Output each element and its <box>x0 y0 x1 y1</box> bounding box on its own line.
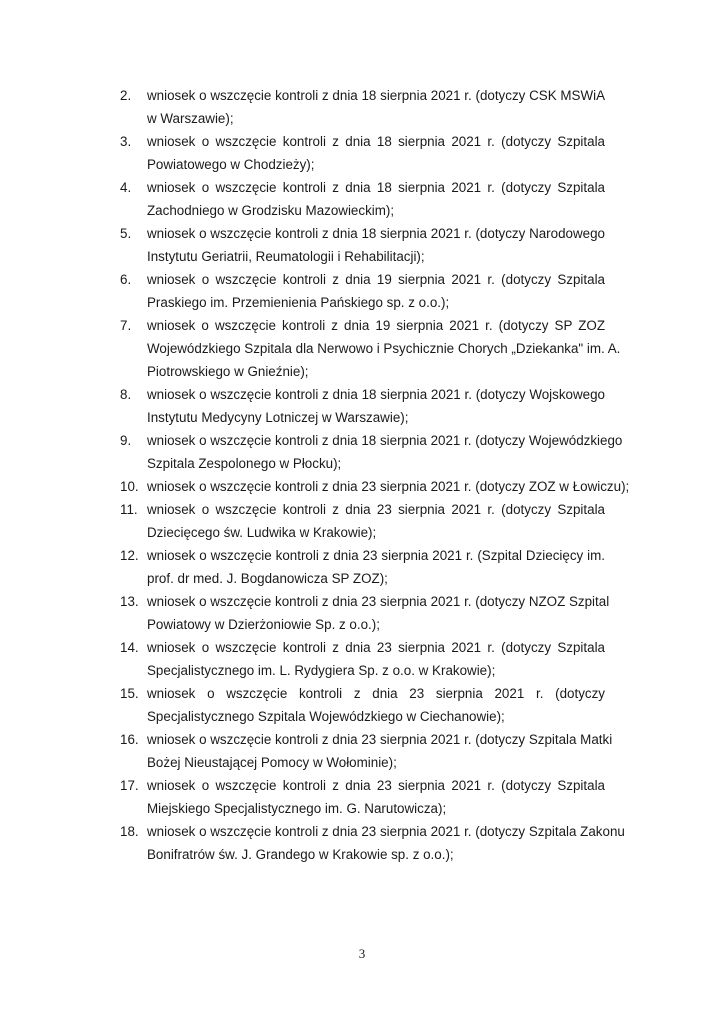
item-text-line: wniosek o wszczęcie kontroli z dnia 23 s… <box>147 824 625 839</box>
item-number: 8. <box>120 387 132 402</box>
item-number: 13. <box>120 594 139 609</box>
list-item: 16. wniosek o wszczęcie kontroli z dnia 2… <box>120 728 613 774</box>
list-item: 13. wniosek o wszczęcie kontroli z dnia 2… <box>120 590 610 636</box>
list-item: 18. wniosek o wszczęcie kontroli z dnia 2… <box>120 820 625 866</box>
item-text-line: Miejskiego Specjalistycznego im. G. Naru… <box>147 801 447 816</box>
list-item: 12. wniosek o wszczęcie kontroli z dnia 2… <box>120 544 605 590</box>
item-text-line: wniosek o wszczęcie kontroli z dnia 18 s… <box>147 226 605 241</box>
item-text-line: wniosek o wszczęcie kontroli z dnia 23 s… <box>147 594 610 609</box>
item-text-line: wniosek o wszczęcie kontroli z dnia 19 s… <box>147 318 605 333</box>
page-number: 3 <box>358 946 366 961</box>
item-number: 7. <box>120 318 132 333</box>
item-text-line: wniosek o wszczęcie kontroli z dnia 23 s… <box>147 686 605 701</box>
item-number: 14. <box>120 640 139 655</box>
item-text-line: wniosek o wszczęcie kontroli z dnia 18 s… <box>147 180 605 195</box>
request-list: 2. wniosek o wszczęcie kontroli z dnia 18… <box>120 84 630 866</box>
item-text-line: wniosek o wszczęcie kontroli z dnia 19 s… <box>147 272 605 287</box>
item-text-line: wniosek o wszczęcie kontroli z dnia 23 s… <box>147 732 613 747</box>
list-item: 10. wniosek o wszczęcie kontroli z dnia 2… <box>120 475 630 498</box>
item-text-line: Zachodniego w Grodzisku Mazowieckim); <box>147 203 395 218</box>
item-text-line: prof. dr med. J. Bogdanowicza SP ZOZ); <box>147 571 388 586</box>
item-number: 15. <box>120 686 139 701</box>
item-text-line: Specjalistycznego Szpitala Wojewódzkiego… <box>147 709 505 724</box>
item-number: 12. <box>120 548 139 563</box>
item-number: 10. <box>120 479 139 494</box>
list-item: 7. wniosek o wszczęcie kontroli z dnia 19… <box>120 314 621 383</box>
item-text-line: Dziecięcego św. Ludwika w Krakowie); <box>147 525 377 540</box>
item-number: 18. <box>120 824 139 839</box>
item-number: 16. <box>120 732 139 747</box>
item-text-line: Specjalistycznego im. L. Rydygiera Sp. z… <box>147 663 496 678</box>
item-number: 9. <box>120 433 132 448</box>
list-item: 8. wniosek o wszczęcie kontroli z dnia 18… <box>120 383 605 429</box>
item-text-line: wniosek o wszczęcie kontroli z dnia 18 s… <box>147 88 605 103</box>
item-text-line: Bożej Nieustającej Pomocy w Wołominie); <box>147 755 397 770</box>
item-number: 17. <box>120 778 139 793</box>
list-item: 3. wniosek o wszczęcie kontroli z dnia 18… <box>120 130 605 176</box>
item-text-line: Instytutu Medycyny Lotniczej w Warszawie… <box>147 410 409 425</box>
item-text-line: wniosek o wszczęcie kontroli z dnia 23 s… <box>147 479 630 494</box>
item-text-line: wniosek o wszczęcie kontroli z dnia 18 s… <box>147 433 623 448</box>
list-item: 17. wniosek o wszczęcie kontroli z dnia 2… <box>120 774 605 820</box>
item-number: 4. <box>120 180 132 195</box>
item-text-line: Piotrowskiego w Gnieźnie); <box>147 364 309 379</box>
list-item: 6. wniosek o wszczęcie kontroli z dnia 19… <box>120 268 605 314</box>
list-item: 5. wniosek o wszczęcie kontroli z dnia 18… <box>120 222 605 268</box>
item-text-line: wniosek o wszczęcie kontroli z dnia 18 s… <box>147 387 605 402</box>
item-text-line: Powiatowy w Dzierżoniowie Sp. z o.o.); <box>147 617 380 632</box>
item-number: 11. <box>120 502 138 517</box>
item-text-line: Wojewódzkiego Szpitala dla Nerwowo i Psy… <box>147 341 621 356</box>
item-text-line: Praskiego im. Przemienienia Pańskiego sp… <box>147 295 450 310</box>
item-text-line: wniosek o wszczęcie kontroli z dnia 18 s… <box>147 134 605 149</box>
item-number: 6. <box>120 272 132 287</box>
item-number: 3. <box>120 134 132 149</box>
item-text-line: wniosek o wszczęcie kontroli z dnia 23 s… <box>147 502 605 517</box>
item-text-line: Instytutu Geriatrii, Reumatologii i Reha… <box>147 249 425 264</box>
item-text-line: w Warszawie); <box>147 111 234 126</box>
list-item: 2. wniosek o wszczęcie kontroli z dnia 18… <box>120 84 605 130</box>
item-text-line: wniosek o wszczęcie kontroli z dnia 23 s… <box>147 778 605 793</box>
item-text-line: wniosek o wszczęcie kontroli z dnia 23 s… <box>147 548 605 563</box>
list-item: 11. wniosek o wszczęcie kontroli z dnia 2… <box>120 498 605 544</box>
item-text-line: Bonifratrów św. J. Grandego w Krakowie s… <box>147 847 454 862</box>
list-item: 9. wniosek o wszczęcie kontroli z dnia 18… <box>120 429 623 475</box>
item-number: 2. <box>120 88 132 103</box>
item-text-line: Powiatowego w Chodzieży); <box>147 157 315 172</box>
list-item: 14. wniosek o wszczęcie kontroli z dnia 2… <box>120 636 605 682</box>
item-text-line: wniosek o wszczęcie kontroli z dnia 23 s… <box>147 640 605 655</box>
item-number: 5. <box>120 226 132 241</box>
list-item: 15. wniosek o wszczęcie kontroli z dnia 2… <box>120 682 605 728</box>
item-text-line: Szpitala Zespolonego w Płocku); <box>147 456 342 471</box>
list-item: 4. wniosek o wszczęcie kontroli z dnia 18… <box>120 176 605 222</box>
